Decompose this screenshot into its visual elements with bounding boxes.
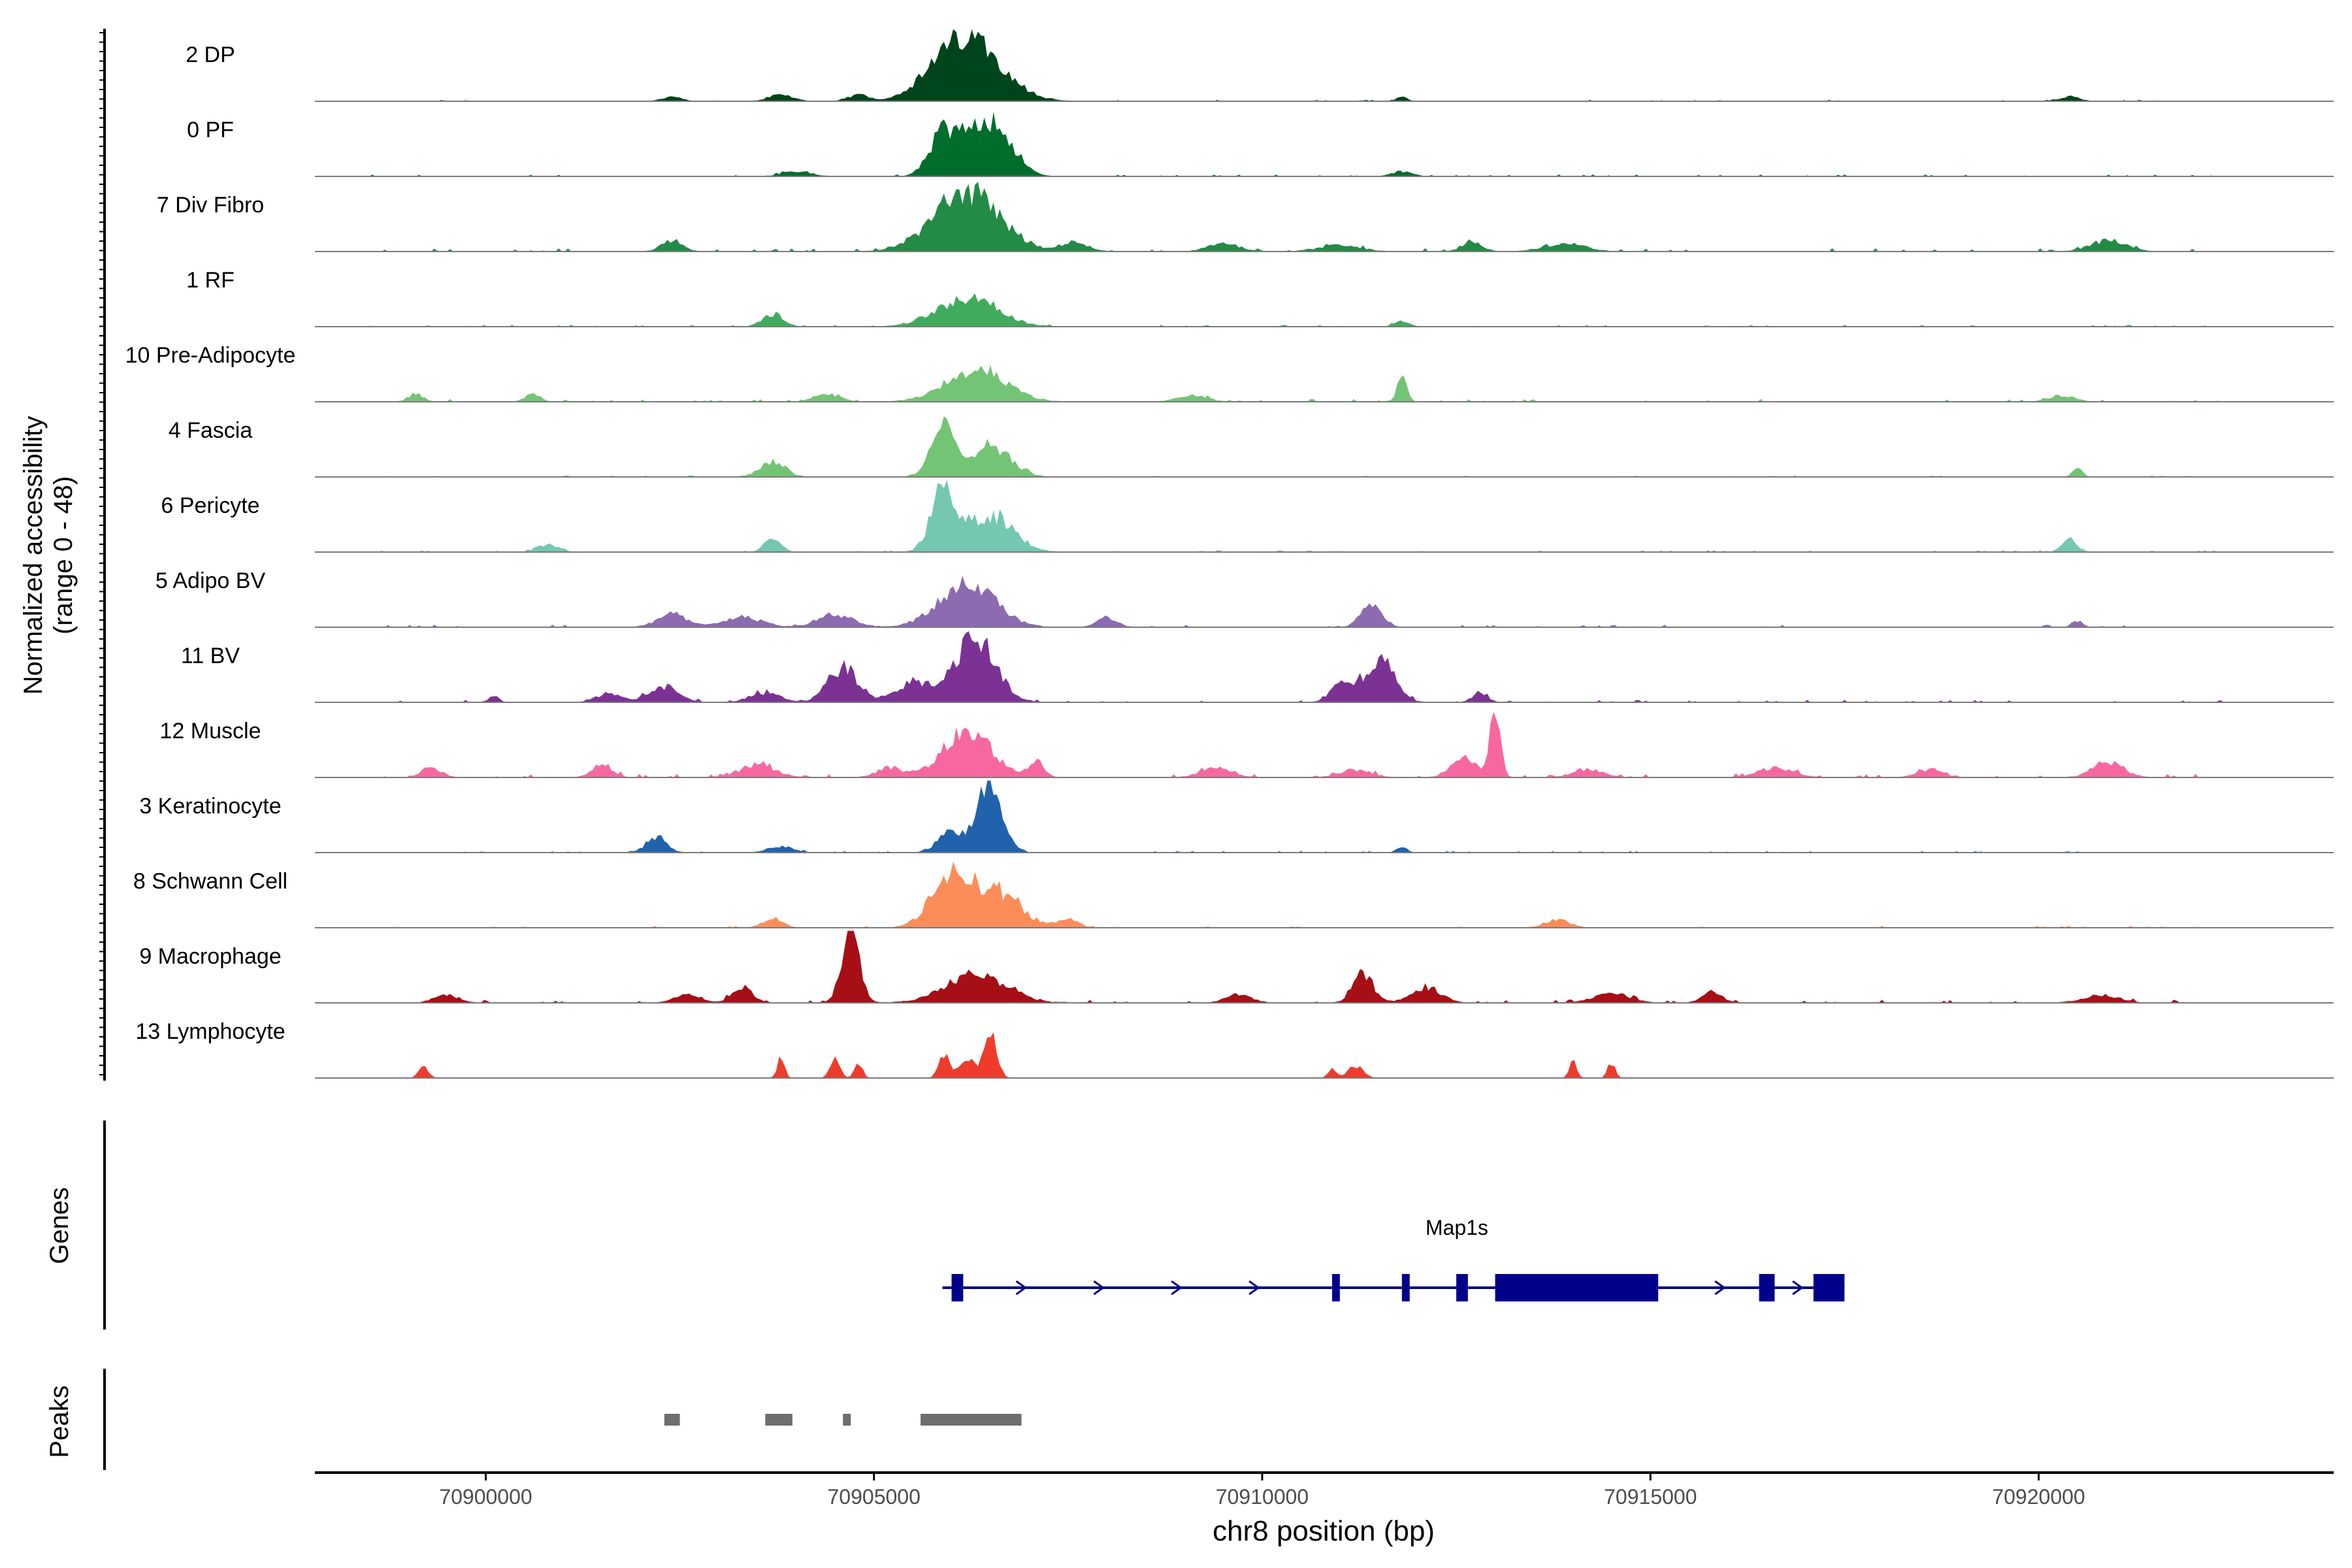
track-label: 2 DP: [186, 42, 235, 67]
strand-arrow: [1249, 1280, 1260, 1296]
x-tick-label: 70910000: [1216, 1485, 1309, 1509]
x-tick-label: 70905000: [828, 1485, 921, 1509]
track-label: 10 Pre-Adipocyte: [125, 343, 296, 368]
x-tick-label: 70920000: [1992, 1485, 2085, 1509]
track-9: 11 BV: [181, 631, 2334, 703]
gene-exon: [1456, 1274, 1468, 1301]
track-label: 12 Muscle: [160, 719, 261, 743]
peak-region: [664, 1414, 680, 1426]
track-label: 13 Lymphocyte: [135, 1019, 285, 1044]
gene-exon: [1331, 1274, 1340, 1301]
track-8: 5 Adipo BV: [155, 568, 2334, 628]
strand-arrow: [1171, 1280, 1183, 1296]
peak-regions: [664, 1414, 1022, 1426]
track-area: [369, 111, 2225, 176]
track-3: 7 Div Fibro: [157, 182, 2334, 252]
y-axis-label: Normalized accessibility: [19, 416, 48, 695]
gene-exon: [951, 1274, 964, 1301]
genes-label: Genes: [45, 1187, 74, 1264]
track-area: [369, 1032, 2225, 1078]
peaks-label: Peaks: [45, 1385, 74, 1458]
gene-exon: [1759, 1274, 1775, 1301]
x-tick-label: 70900000: [439, 1485, 532, 1509]
track-7: 6 Pericyte: [161, 480, 2334, 553]
strand-arrow: [1093, 1280, 1105, 1296]
track-area: [369, 711, 2225, 777]
track-label: 0 PF: [187, 118, 234, 142]
track-4: 1 RF: [186, 268, 2334, 327]
track-label: 3 Keratinocyte: [139, 794, 281, 819]
tracks: 2 DP 0 PF 7 Div Fibro 1 RF 10 Pre-Adipocyte 4…: [125, 29, 2334, 1079]
track-area: [369, 576, 2225, 627]
track-area: [369, 780, 2225, 853]
track-1: 2 DP: [186, 29, 2334, 102]
track-area: [369, 416, 2225, 477]
y-axis-range-label: (range 0 - 48): [49, 476, 78, 634]
track-area: [369, 480, 2225, 552]
track-area: [369, 182, 2225, 252]
x-tick-label: 70915000: [1604, 1485, 1697, 1509]
track-label: 8 Schwann Cell: [133, 869, 287, 894]
x-axis-ticks: 70900000 70905000 70910000 70915000 70920000: [439, 1473, 2085, 1509]
gene-exon: [1813, 1274, 1845, 1301]
y-axis: [99, 29, 106, 1081]
track-label: 1 RF: [186, 268, 235, 293]
track-label: 9 Macrophage: [139, 944, 281, 969]
track-label: 6 Pericyte: [161, 493, 259, 518]
peak-region: [765, 1414, 792, 1426]
track-area: [369, 29, 2225, 101]
strand-arrow: [1015, 1280, 1028, 1296]
track-area: [369, 365, 2225, 402]
track-6: 4 Fascia: [169, 416, 2334, 478]
track-5: 10 Pre-Adipocyte: [125, 343, 2334, 402]
track-13: 9 Macrophage: [139, 930, 2334, 1004]
track-area: [369, 631, 2225, 702]
strand-arrow: [1792, 1280, 1804, 1296]
track-12: 8 Schwann Cell: [133, 861, 2334, 928]
peak-region: [921, 1414, 1022, 1426]
strand-arrow: [1714, 1280, 1726, 1296]
track-area: [369, 930, 2225, 1003]
track-2: 0 PF: [187, 111, 2334, 177]
gene-exon: [1401, 1274, 1410, 1301]
track-area: [369, 861, 2225, 928]
gene-model: [942, 1274, 1845, 1301]
track-label: 4 Fascia: [169, 418, 253, 443]
track-area: [369, 293, 2225, 327]
track-label: 7 Div Fibro: [157, 193, 264, 218]
x-axis-label: chr8 position (bp): [1213, 1515, 1435, 1547]
track-10: 12 Muscle: [160, 711, 2334, 778]
peak-region: [843, 1414, 851, 1426]
gene-exon: [1495, 1274, 1659, 1301]
track-label: 5 Adipo BV: [155, 568, 266, 593]
track-14: 13 Lymphocyte: [135, 1019, 2334, 1079]
track-label: 11 BV: [181, 644, 240, 668]
gene-name-label: Map1s: [1426, 1216, 1488, 1239]
track-11: 3 Keratinocyte: [139, 780, 2334, 853]
